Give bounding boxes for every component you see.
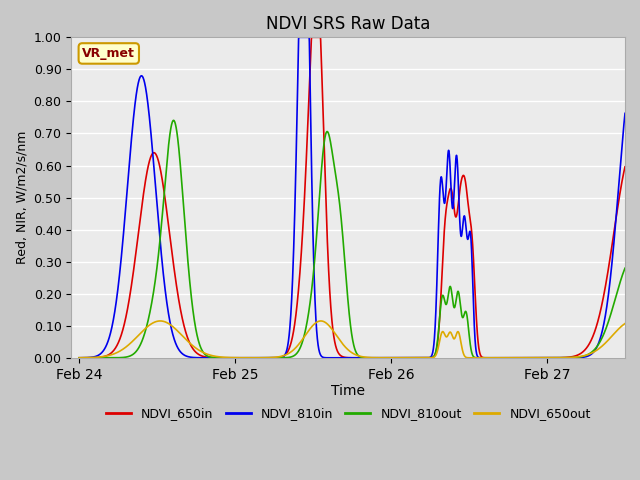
NDVI_810in bbox=[285, 338, 292, 344]
NDVI_810in bbox=[76, 355, 83, 360]
Text: VR_met: VR_met bbox=[83, 47, 135, 60]
Line: NDVI_810in: NDVI_810in bbox=[79, 37, 625, 358]
NDVI_650out bbox=[621, 321, 629, 326]
NDVI_650in bbox=[76, 355, 83, 360]
NDVI_810out bbox=[76, 355, 83, 360]
NDVI_650out bbox=[308, 324, 316, 329]
Line: NDVI_650in: NDVI_650in bbox=[79, 37, 625, 358]
Line: NDVI_810out: NDVI_810out bbox=[79, 120, 625, 358]
NDVI_650in bbox=[621, 164, 629, 170]
NDVI_810in bbox=[621, 110, 629, 116]
Y-axis label: Red, NIR, W/m2/s/nm: Red, NIR, W/m2/s/nm bbox=[15, 131, 28, 264]
NDVI_810out bbox=[408, 355, 415, 360]
NDVI_650out bbox=[476, 355, 484, 360]
X-axis label: Time: Time bbox=[331, 384, 365, 398]
NDVI_650in bbox=[138, 207, 145, 213]
NDVI_650in bbox=[611, 225, 618, 231]
NDVI_650out bbox=[285, 351, 292, 357]
NDVI_650out bbox=[611, 330, 618, 336]
NDVI_810in bbox=[387, 355, 394, 360]
NDVI_650out bbox=[138, 330, 145, 336]
NDVI_810out bbox=[308, 282, 316, 288]
NDVI_650out bbox=[170, 324, 177, 330]
NDVI_650in bbox=[308, 35, 316, 40]
NDVI_810out bbox=[138, 340, 145, 346]
NDVI_810in bbox=[552, 355, 559, 360]
NDVI_810out bbox=[552, 355, 559, 360]
Title: NDVI SRS Raw Data: NDVI SRS Raw Data bbox=[266, 15, 430, 33]
NDVI_810in bbox=[295, 35, 303, 40]
NDVI_810out bbox=[170, 118, 178, 123]
Legend: NDVI_650in, NDVI_810in, NDVI_810out, NDVI_650out: NDVI_650in, NDVI_810in, NDVI_810out, NDV… bbox=[100, 403, 596, 425]
NDVI_810in bbox=[308, 200, 316, 205]
NDVI_650out bbox=[552, 355, 559, 360]
NDVI_810in bbox=[170, 335, 177, 341]
NDVI_650in bbox=[403, 355, 410, 360]
NDVI_650in bbox=[308, 35, 316, 40]
Line: NDVI_650out: NDVI_650out bbox=[79, 321, 625, 358]
NDVI_810in bbox=[611, 231, 618, 237]
NDVI_650in bbox=[552, 355, 559, 360]
NDVI_810in bbox=[138, 73, 145, 79]
NDVI_650out bbox=[76, 355, 83, 360]
NDVI_810out bbox=[170, 118, 177, 123]
NDVI_810out bbox=[611, 298, 618, 304]
NDVI_650in bbox=[170, 263, 177, 269]
NDVI_650out bbox=[317, 318, 324, 324]
NDVI_810out bbox=[285, 355, 292, 360]
NDVI_810out bbox=[621, 265, 629, 271]
NDVI_650in bbox=[285, 348, 292, 353]
